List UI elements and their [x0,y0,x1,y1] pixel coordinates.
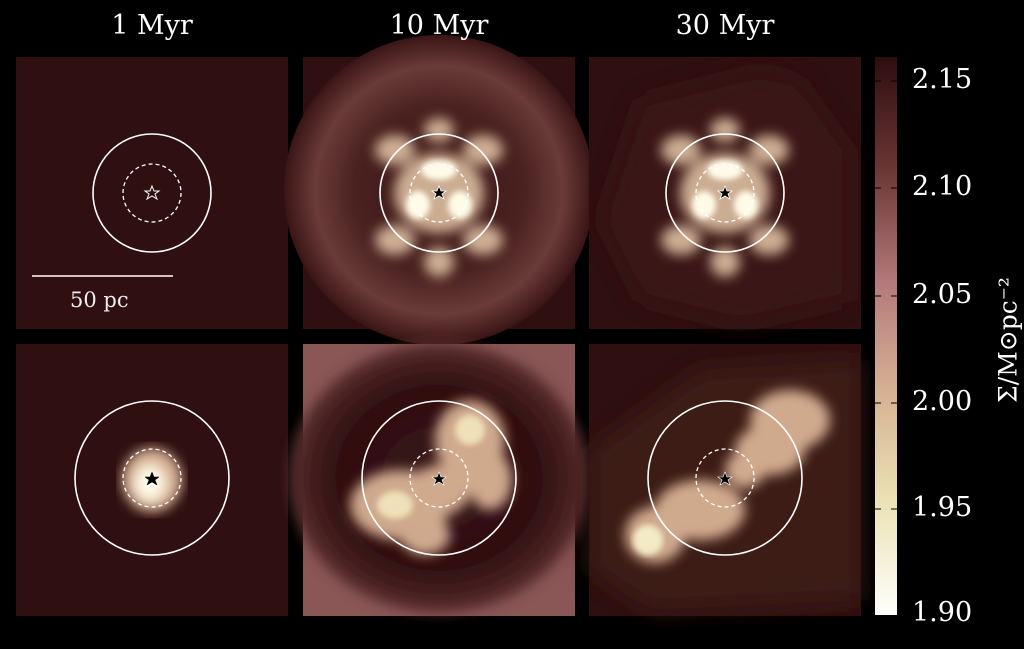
star-icon [143,184,161,201]
colorbar-label: Σ/M⊙pc⁻² [993,277,1023,403]
colorbar-tick: 2.05 [912,279,973,310]
panel-1myr-top [16,57,288,329]
colorbar-tick: 2.15 [912,64,973,95]
star-icon [430,184,448,200]
panel-10myr-bottom [289,343,589,616]
star-icon [717,471,733,486]
column-title-3: 30 Myr [675,10,775,41]
colorbar-tick: 1.95 [912,492,973,523]
colorbar-tick: 2.00 [912,386,973,417]
column-title-1: 1 Myr [111,10,193,41]
colorbar-tick: 2.10 [912,171,973,202]
panel-30myr-bottom [589,344,861,616]
star-icon [431,471,447,486]
panel-1myr-bottom [16,344,288,616]
colorbar-tick: 1.90 [912,597,973,628]
scale-bar-label: 50 pc [70,288,129,312]
star-icon [716,184,734,200]
star-icon [144,471,160,486]
colorbar [875,57,897,615]
panel-30myr-top [589,57,861,329]
panel-10myr-top [284,35,594,345]
column-title-2: 10 Myr [389,10,489,41]
